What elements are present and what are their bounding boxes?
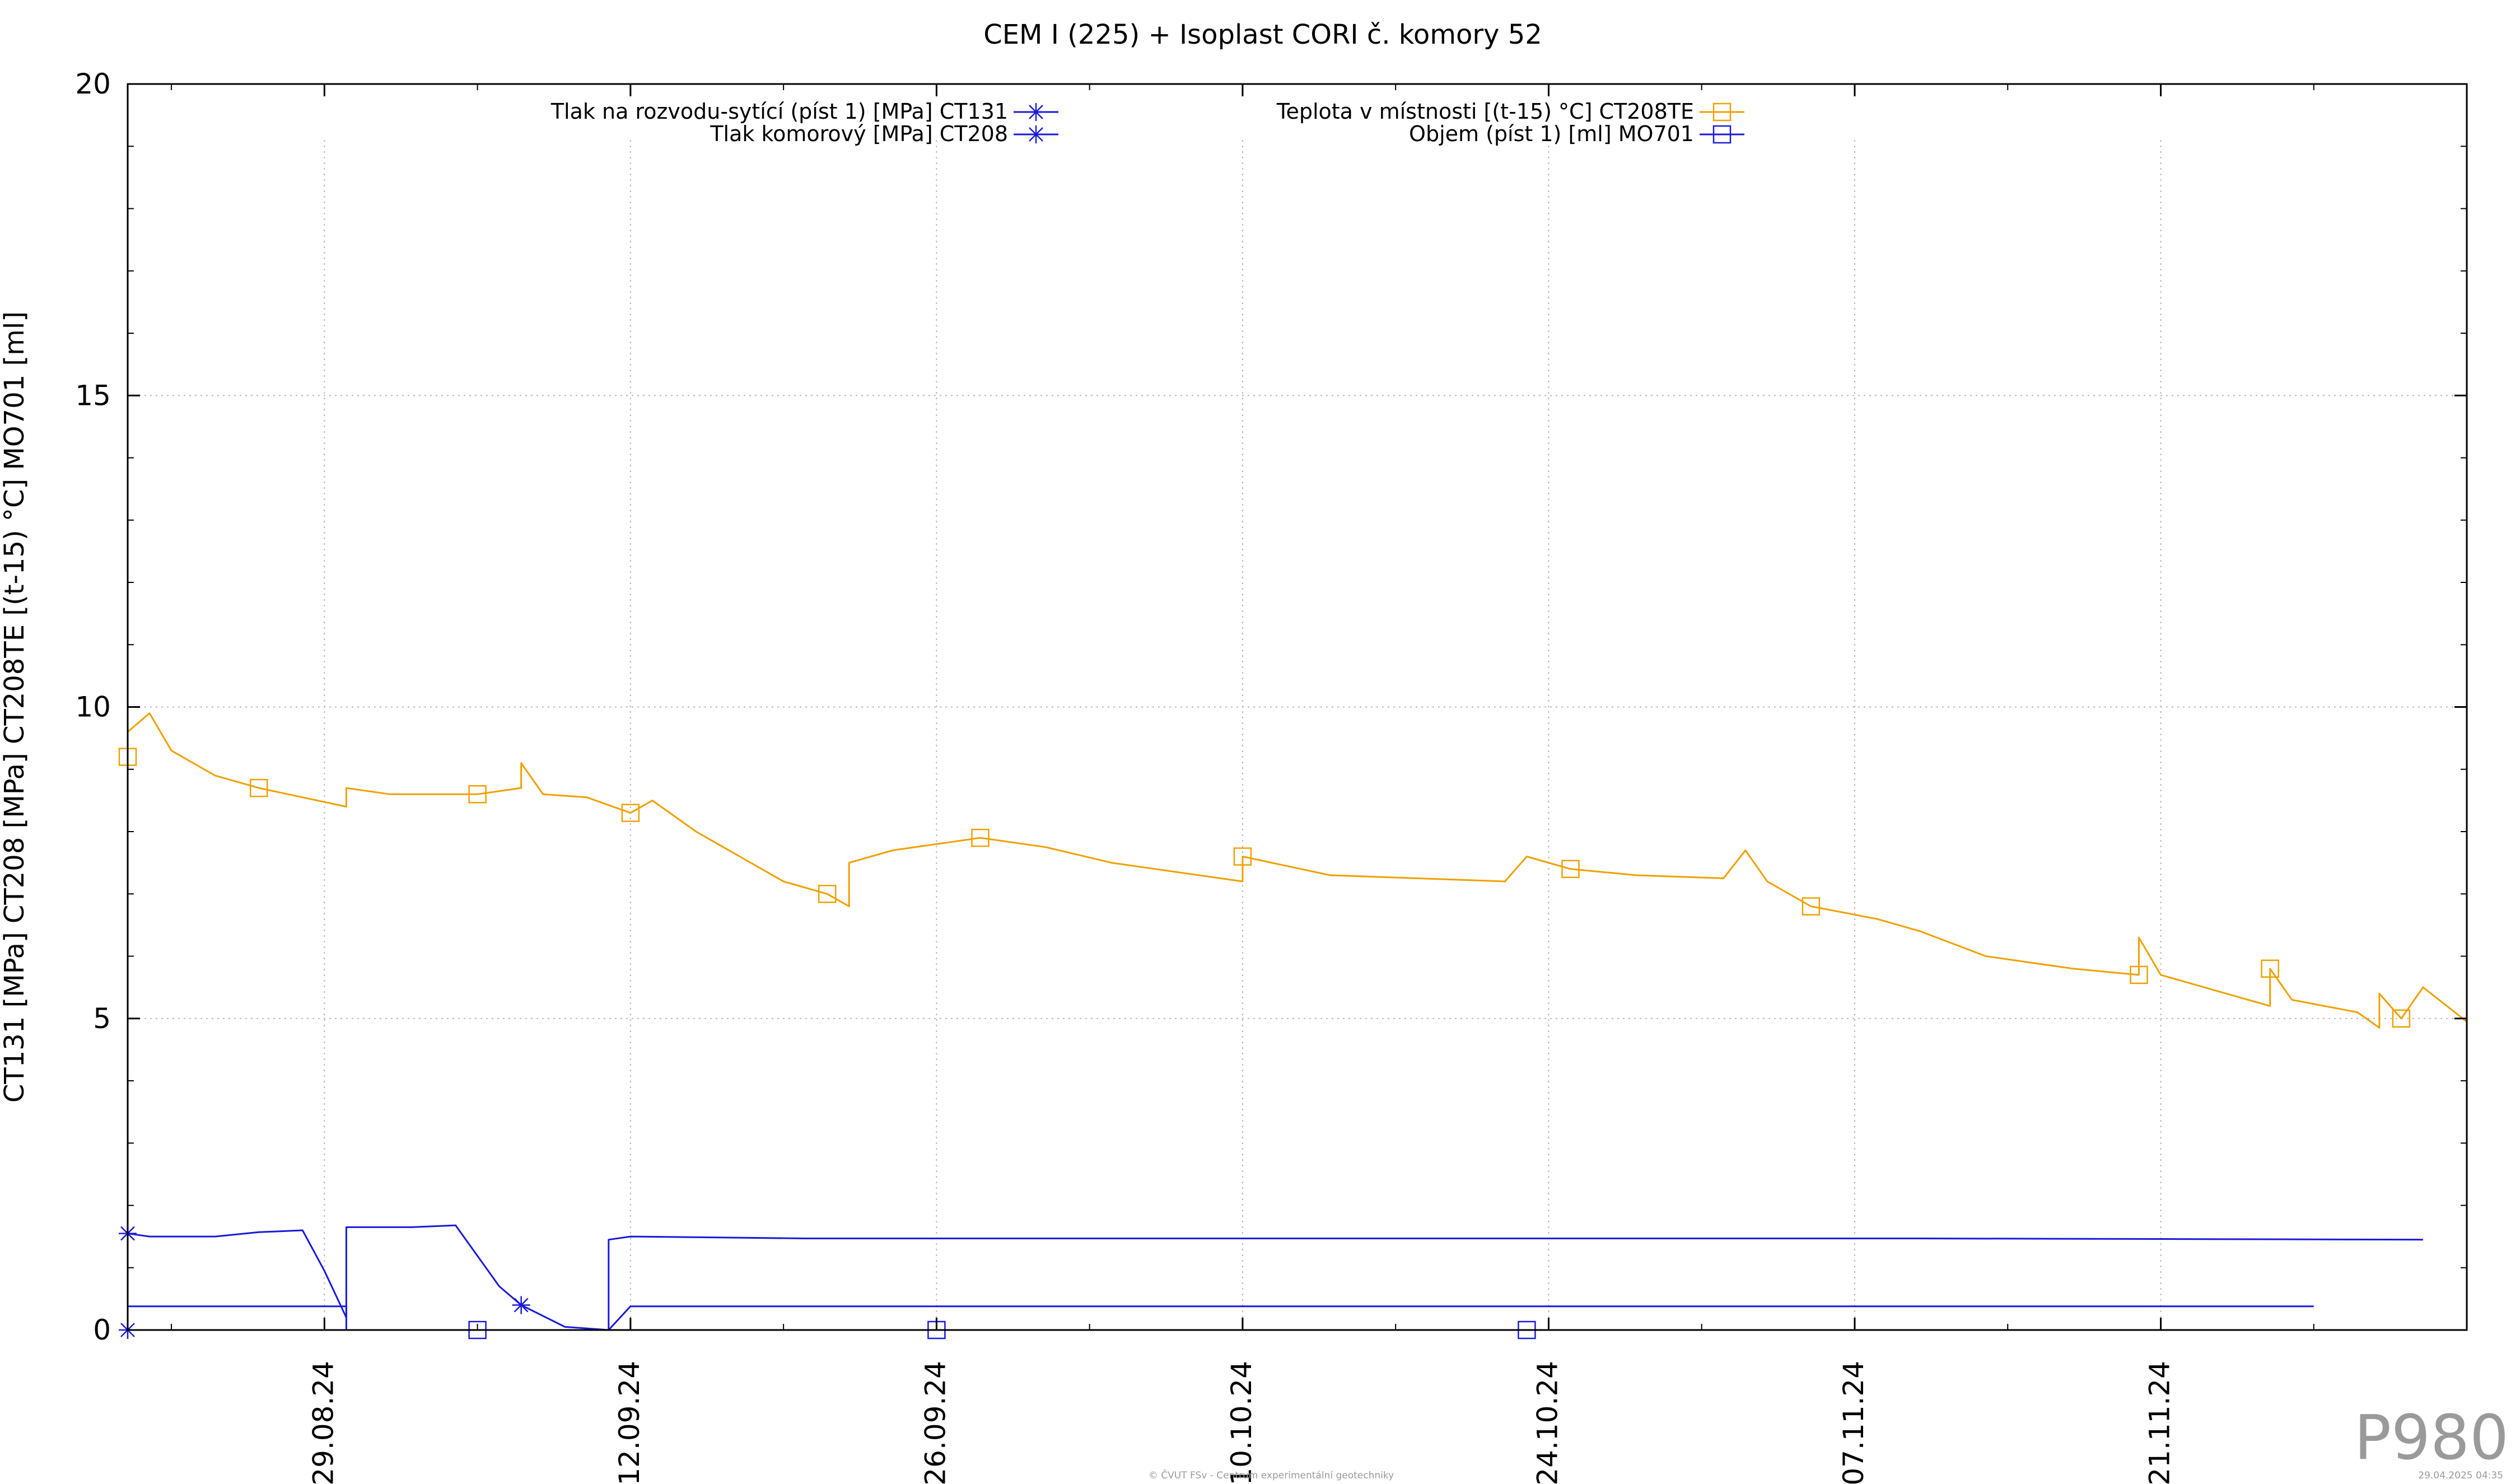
x-tick-label: 29.08.24: [307, 1361, 339, 1484]
series-line: [127, 1305, 2314, 1331]
data-point: [2392, 1009, 2411, 1028]
series-layer: [118, 712, 2467, 1340]
series-line: [127, 1224, 2423, 1331]
x-tick-label: 24.10.24: [1531, 1361, 1564, 1484]
data-point: [971, 828, 990, 847]
x-tick-label: 10.10.24: [1225, 1361, 1258, 1484]
data-point: [1561, 860, 1580, 878]
data-point: [249, 778, 268, 797]
watermark-label: P980: [2354, 1402, 2509, 1473]
y-tick-label: 5: [93, 1002, 111, 1035]
y-tick-label: 0: [93, 1314, 111, 1346]
legend-marker: [1027, 103, 1045, 121]
footer-timestamp: 29.04.2025 04:35: [2418, 1470, 2503, 1481]
x-tick-label: 21.11.24: [2143, 1361, 2176, 1484]
series-2: [118, 712, 2467, 1029]
legend-label: Objem (píst 1) [ml] MO701: [1409, 122, 1694, 146]
series-line: [127, 712, 2467, 1029]
legend-marker: [1027, 125, 1045, 143]
series-1: [119, 1305, 2314, 1339]
y-tick-label: 10: [75, 691, 111, 724]
series-0: [119, 1224, 2423, 1331]
legend-marker: [1712, 102, 1732, 122]
data-point: [621, 804, 640, 822]
y-axis-label: CT131 [MPa] CT208 [MPa] CT208TE [(t-15) …: [0, 311, 30, 1103]
footer-credit: © ČVUT FSv - Centrum experimentální geot…: [1149, 1469, 1394, 1481]
y-tick-label: 15: [75, 379, 111, 412]
axis-ticks: 0 5 10 15 20 29.08.24 12.09.24 26.09.24 10.10.24…: [75, 68, 2467, 1484]
data-point: [818, 885, 837, 903]
y-tick-label: 20: [75, 68, 111, 100]
data-point: [2130, 965, 2148, 984]
grid-lines: [128, 140, 2467, 1330]
x-tick-label: 26.09.24: [919, 1361, 951, 1484]
chart-title: CEM I (225) + Isoplast CORI č. komory 52: [983, 19, 1542, 50]
x-tick-label: 12.09.24: [613, 1361, 646, 1484]
legend-label: Tlak komorový [MPa] CT208: [710, 122, 1008, 146]
legend-label: Tlak na rozvodu-sytící (píst 1) [MPa] CT…: [550, 99, 1008, 124]
data-point: [512, 1296, 530, 1314]
data-point: [1233, 847, 1252, 866]
x-tick-label: 07.11.24: [1837, 1361, 1870, 1484]
data-point: [468, 785, 487, 804]
legend-label: Teplota v místnosti [(t-15) °C] CT208TE: [1276, 99, 1694, 124]
legend-marker: [1712, 125, 1732, 144]
legend: Tlak na rozvodu-sytící (píst 1) [MPa] CT…: [550, 99, 1744, 146]
data-point: [1802, 897, 1821, 916]
data-point: [2261, 959, 2279, 978]
